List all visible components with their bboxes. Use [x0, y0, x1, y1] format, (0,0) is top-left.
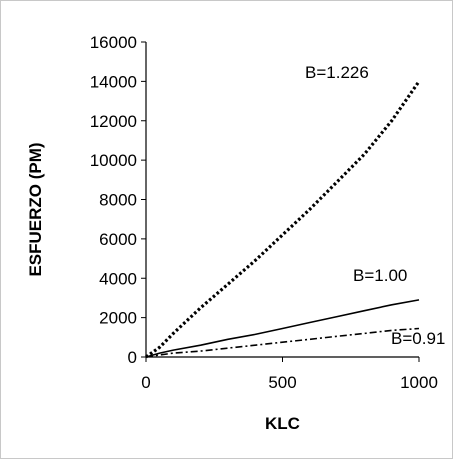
series-label-1: B=1.226	[305, 63, 369, 82]
x-tick-label: 1000	[400, 373, 438, 392]
y-tick-label: 2000	[99, 309, 137, 328]
y-tick-label: 10000	[90, 151, 137, 170]
x-tick-label: 500	[268, 373, 296, 392]
y-tick-label: 6000	[99, 230, 137, 249]
series-line-3	[145, 327, 420, 358]
y-tick-label: 4000	[99, 269, 137, 288]
series-label-3: B=0.91	[391, 329, 445, 348]
y-tick-label: 8000	[99, 191, 137, 210]
y-tick-label: 14000	[90, 72, 137, 91]
y-tick-label: 16000	[90, 33, 137, 52]
y-axis-ticks: 0 2000 4000 6000 8000 10000 12000 14000 16000	[90, 33, 146, 367]
y-tick-label: 12000	[90, 112, 137, 131]
series-line-1	[145, 80, 421, 359]
y-tick-label: 0	[128, 348, 137, 367]
axes: 0 2000 4000 6000 8000 10000 12000 14000 16000 0 5…	[90, 33, 438, 392]
series-lines	[145, 80, 421, 359]
x-tick-label: 0	[141, 373, 150, 392]
x-axis-title: KLC	[265, 414, 300, 433]
series-label-2: B=1.00	[353, 266, 407, 285]
x-axis-ticks: 0 500 1000	[141, 357, 438, 392]
series-labels: B=1.226 B=1.00 B=0.91	[305, 63, 445, 348]
y-axis-title: ESFUERZO (PM)	[26, 142, 45, 276]
series-line-2	[145, 299, 420, 358]
